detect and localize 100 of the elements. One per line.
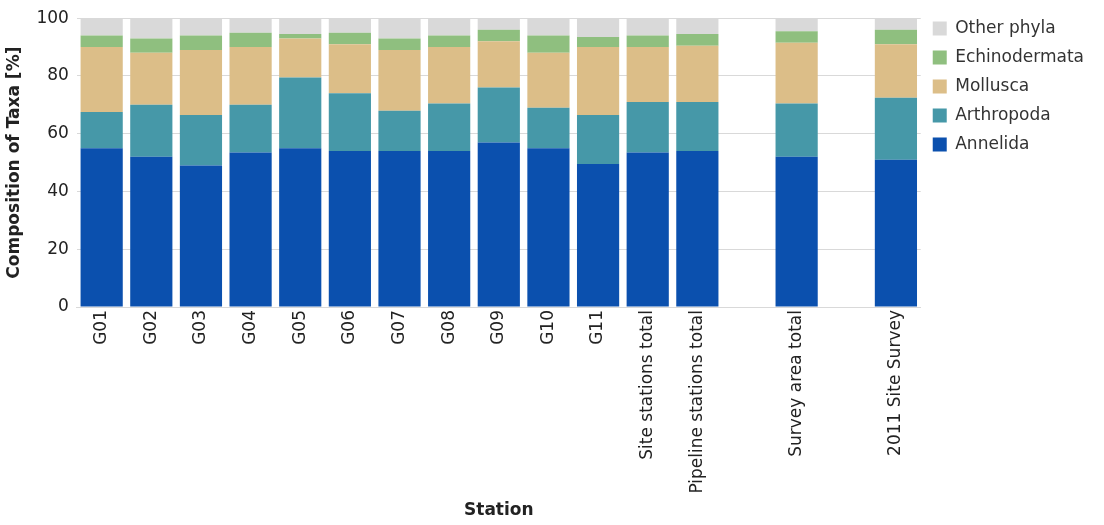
bar bbox=[428, 18, 471, 36]
bar bbox=[80, 18, 123, 36]
bar bbox=[179, 49, 223, 115]
x-tick-label: Pipeline stations total bbox=[685, 310, 706, 494]
bar bbox=[527, 18, 570, 36]
legend-label: Annelida bbox=[955, 132, 1030, 153]
y-tick-label: 20 bbox=[47, 237, 69, 258]
x-tick-label: 2011 Site Survey bbox=[884, 310, 905, 456]
bar bbox=[576, 164, 620, 307]
bar bbox=[626, 47, 669, 102]
bar bbox=[626, 101, 669, 153]
legend-label: Mollusca bbox=[955, 74, 1030, 95]
bar bbox=[477, 29, 520, 42]
bar bbox=[676, 34, 719, 46]
bar bbox=[775, 156, 818, 307]
bar bbox=[229, 47, 272, 105]
legend-label: Arthropoda bbox=[955, 103, 1051, 124]
bar bbox=[328, 93, 371, 152]
bar bbox=[229, 18, 272, 33]
bar bbox=[130, 156, 173, 307]
legend-label: Other phyla bbox=[955, 16, 1056, 37]
bar bbox=[80, 148, 123, 307]
bar bbox=[80, 35, 123, 48]
bar bbox=[229, 104, 272, 153]
bar bbox=[378, 38, 421, 50]
bar bbox=[179, 18, 223, 36]
bar bbox=[477, 87, 520, 143]
x-tick-label: G09 bbox=[487, 310, 508, 345]
bar bbox=[676, 101, 719, 152]
bar bbox=[527, 148, 570, 307]
bar bbox=[527, 52, 570, 108]
bar bbox=[378, 49, 421, 111]
x-tick-label: G05 bbox=[288, 310, 309, 345]
x-tick-label: Survey area total bbox=[785, 310, 806, 457]
bar bbox=[378, 18, 421, 39]
bar bbox=[328, 18, 371, 33]
x-tick-label: G11 bbox=[586, 310, 607, 345]
bar bbox=[378, 110, 421, 152]
bar bbox=[428, 151, 471, 307]
bar bbox=[279, 77, 322, 149]
bar bbox=[130, 104, 173, 157]
bar bbox=[378, 151, 421, 307]
bar bbox=[80, 112, 123, 149]
x-tick-label: G01 bbox=[90, 310, 111, 345]
bar bbox=[477, 18, 520, 30]
y-tick-label: 100 bbox=[36, 6, 69, 27]
bar bbox=[626, 35, 669, 48]
x-tick-label: Site stations total bbox=[636, 310, 657, 460]
bar bbox=[874, 18, 918, 30]
bar bbox=[775, 31, 818, 43]
y-tick-label: 60 bbox=[47, 122, 69, 143]
x-axis-title: Station bbox=[464, 499, 534, 520]
x-tick-label: G10 bbox=[536, 310, 557, 345]
y-axis-title: Composition of Taxa [%] bbox=[2, 46, 23, 279]
bar bbox=[527, 35, 570, 53]
bar bbox=[279, 34, 322, 39]
bar bbox=[775, 18, 818, 32]
bar bbox=[328, 151, 371, 307]
bar bbox=[328, 44, 371, 94]
bar bbox=[229, 32, 272, 48]
bar bbox=[874, 29, 918, 45]
bar bbox=[130, 52, 173, 105]
x-tick-label: G08 bbox=[437, 310, 458, 345]
bar bbox=[874, 159, 918, 307]
bar bbox=[775, 42, 818, 104]
legend-label: Echinodermata bbox=[955, 45, 1084, 66]
bar bbox=[229, 152, 272, 307]
x-tick-label: G02 bbox=[139, 310, 160, 345]
bar bbox=[775, 103, 818, 157]
bar bbox=[477, 41, 520, 88]
bar bbox=[576, 114, 620, 165]
bar bbox=[279, 38, 322, 78]
bar bbox=[179, 114, 223, 166]
bar bbox=[626, 152, 669, 307]
bar bbox=[477, 142, 520, 307]
bar bbox=[874, 44, 918, 98]
bar bbox=[576, 36, 620, 48]
bar bbox=[576, 18, 620, 37]
bar bbox=[279, 148, 322, 307]
bar bbox=[676, 18, 719, 35]
x-tick-label: G04 bbox=[239, 310, 260, 345]
x-tick-label: G07 bbox=[387, 310, 408, 345]
x-tick-label: G03 bbox=[189, 310, 210, 345]
bar bbox=[179, 35, 223, 50]
bar bbox=[676, 45, 719, 102]
x-tick-label: G06 bbox=[338, 310, 359, 345]
bar bbox=[527, 107, 570, 149]
bar bbox=[576, 47, 620, 115]
bar bbox=[428, 103, 471, 152]
bar bbox=[179, 165, 223, 307]
bar bbox=[428, 35, 471, 48]
bar bbox=[130, 38, 173, 53]
bar bbox=[328, 32, 371, 45]
bar bbox=[279, 18, 322, 35]
bar bbox=[80, 47, 123, 113]
y-tick-label: 80 bbox=[47, 64, 69, 85]
y-tick-label: 40 bbox=[47, 179, 69, 200]
bar bbox=[626, 18, 669, 36]
bar bbox=[874, 97, 918, 160]
bar bbox=[676, 151, 719, 307]
